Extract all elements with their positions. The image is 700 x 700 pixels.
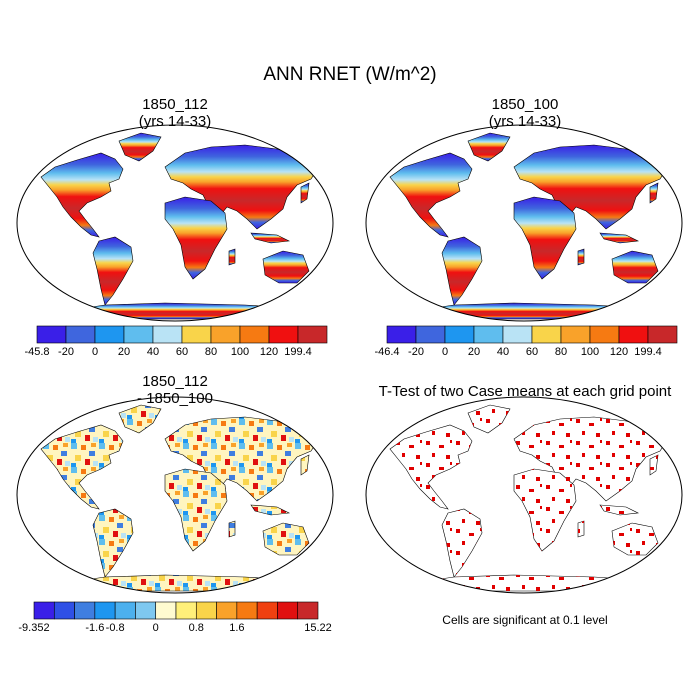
colorbar-swatch <box>135 601 157 620</box>
colorbar-tick-label: 100 <box>581 346 599 358</box>
colorbar-tick-label: 80 <box>205 346 217 358</box>
colorbar-tick-label: -1.6 <box>85 622 104 634</box>
colorbar-tick-label: 199.4 <box>634 346 662 358</box>
panel3-title-case: 1850_112 <box>142 373 208 390</box>
colorbar-swatch <box>415 325 446 344</box>
colorbar-swatch <box>531 325 562 344</box>
colorbar-swatch <box>175 601 197 620</box>
map-border <box>365 124 683 322</box>
panel3-title: 1850_112 - 1850_100 <box>75 373 275 407</box>
colorbar-swatch <box>74 601 96 620</box>
colorbar-tick-label: 199.4 <box>284 346 312 358</box>
land-mask <box>40 132 320 320</box>
panel4-title: T-Test of two Case means at each grid po… <box>378 383 672 400</box>
colorbar-swatch <box>297 601 319 620</box>
colorbar-swatch <box>386 325 417 344</box>
significance-note: Cells are significant at 0.1 level <box>442 613 608 627</box>
colorbar-swatch <box>239 325 270 344</box>
colorbar-swatch <box>94 601 116 620</box>
colorbar-swatch <box>123 325 154 344</box>
colorbar-swatch <box>152 325 183 344</box>
colorbar-tick-label: 0 <box>153 622 159 634</box>
colorbar-swatch <box>502 325 533 344</box>
map-panel-1850-100 <box>365 124 683 322</box>
colorbar-tick-label: -20 <box>58 346 74 358</box>
significant-cells <box>390 405 668 591</box>
colorbar-swatch <box>33 601 55 620</box>
colorbar-tick-label: 60 <box>526 346 538 358</box>
colorbar-swatch <box>589 325 620 344</box>
figure-title: ANN RNET (W/m^2) <box>263 64 437 85</box>
colorbar-tick-label: -45.8 <box>24 346 49 358</box>
colorbar-tick-label: 20 <box>468 346 480 358</box>
colorbar-swatch <box>473 325 504 344</box>
colorbar-tick-label: 40 <box>497 346 509 358</box>
colorbar-tick-label: 15.22 <box>304 622 332 634</box>
colorbar-tick-label: 80 <box>555 346 567 358</box>
land-mask <box>40 404 320 592</box>
map-panel-difference <box>16 396 334 594</box>
colorbar-tick-label: 0 <box>442 346 448 358</box>
colorbar-tick-label: -9.352 <box>18 622 49 634</box>
colorbar-swatch <box>53 601 75 620</box>
colorbar-swatch <box>647 325 678 344</box>
map-border <box>16 396 334 594</box>
colorbar-swatch <box>297 325 328 344</box>
colorbar-swatch <box>268 325 299 344</box>
colorbar-tick-label: -46.4 <box>374 346 399 358</box>
colorbar-swatch <box>181 325 212 344</box>
colorbar-panel1: -45.8 -20 0 20 40 60 80 100 120 199.4 <box>24 325 328 358</box>
colorbar-swatch <box>216 601 238 620</box>
colorbar-tick-label: 60 <box>176 346 188 358</box>
colorbar-swatch <box>195 601 217 620</box>
colorbar-swatch <box>210 325 241 344</box>
colorbar-tick-label: -0.8 <box>106 622 125 634</box>
map-panel-ttest <box>365 396 683 594</box>
colorbar-swatch <box>618 325 649 344</box>
colorbar-swatch <box>256 601 278 620</box>
colorbar-swatch <box>560 325 591 344</box>
colorbar-tick-label: 20 <box>118 346 130 358</box>
colorbar-swatch <box>277 601 299 620</box>
colorbar-tick-label: 0 <box>92 346 98 358</box>
colorbar-tick-label: 40 <box>147 346 159 358</box>
colorbar-swatch <box>94 325 125 344</box>
map-border <box>16 124 334 322</box>
colorbar-tick-label: 1.6 <box>229 622 244 634</box>
colorbar-tick-label: -20 <box>408 346 424 358</box>
colorbar-swatch <box>114 601 136 620</box>
colorbar-panel2: -46.4 -20 0 20 40 60 80 100 120 199.4 <box>374 325 678 358</box>
colorbar-swatch <box>155 601 177 620</box>
colorbar-tick-label: 100 <box>231 346 249 358</box>
colorbar-swatch <box>65 325 96 344</box>
colorbar-tick-label: 0.8 <box>189 622 204 634</box>
colorbar-panel3: -9.352 -1.6 -0.8 0 0.8 1.6 15.22 <box>18 601 332 634</box>
colorbar-swatch <box>236 601 258 620</box>
colorbar-swatch <box>444 325 475 344</box>
panel1-title-case: 1850_112 <box>142 96 208 113</box>
map-panel-1850-112 <box>16 124 334 322</box>
colorbar-tick-label: 120 <box>260 346 278 358</box>
land-mask <box>389 132 669 320</box>
panel3-title-minus: - 1850_100 <box>137 390 213 407</box>
map-border <box>365 396 683 594</box>
colorbar-swatch <box>36 325 67 344</box>
colorbar-tick-label: 120 <box>610 346 628 358</box>
panel2-title-case: 1850_100 <box>491 96 559 113</box>
